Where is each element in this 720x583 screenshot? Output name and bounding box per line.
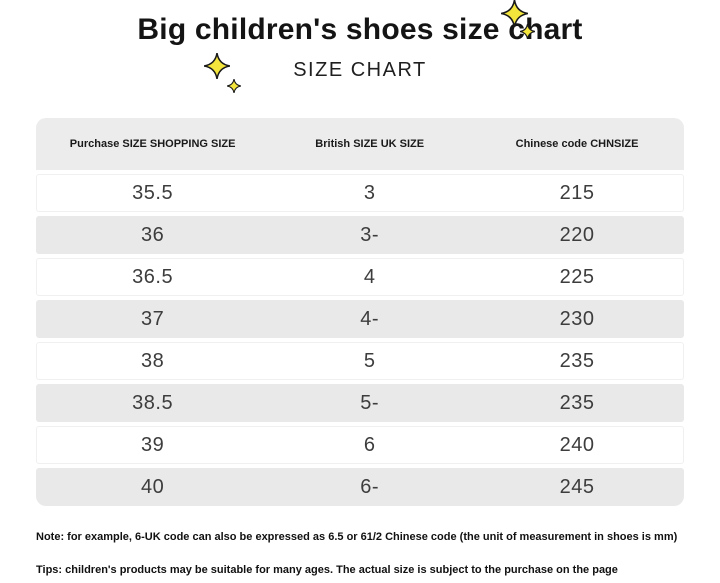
cell-chn-size: 215 [559,181,595,204]
cell-purchase-size: 36 [141,223,165,246]
cell-uk-size: 5 [363,349,376,372]
cell-chn-size: 235 [559,391,595,414]
sparkle-icon [500,0,529,28]
table-row: 38.5 5- 235 [36,384,684,422]
size-chart-table: Purchase SIZE SHOPPING SIZE British SIZE… [36,118,684,506]
column-header-uk-size: British SIZE UK SIZE [315,138,425,150]
cell-uk-size: 3- [360,223,380,246]
column-header-purchase-size: Purchase SIZE SHOPPING SIZE [69,138,236,150]
cell-purchase-size: 40 [141,475,165,498]
cell-purchase-size: 38.5 [132,391,174,414]
cell-purchase-size: 39 [141,433,165,456]
page-subtitle: SIZE CHART [293,59,427,81]
cell-uk-size: 6 [363,433,376,456]
sparkle-icon [226,78,242,94]
table-row: 36.5 4 225 [36,258,684,296]
cell-chn-size: 240 [559,433,595,456]
cell-uk-size: 4 [363,265,376,288]
table-row: 38 5 235 [36,342,684,380]
cell-uk-size: 5- [360,391,380,414]
table-row: 39 6 240 [36,426,684,464]
cell-purchase-size: 36.5 [132,265,174,288]
cell-chn-size: 220 [559,223,595,246]
cell-uk-size: 6- [360,475,380,498]
table-row: 36 3- 220 [36,216,684,254]
cell-chn-size: 230 [559,307,595,330]
tips-text: Tips: children's products may be suitabl… [36,564,618,576]
note-text: Note: for example, 6-UK code can also be… [36,531,678,543]
table-row: 40 6- 245 [36,468,684,506]
cell-chn-size: 245 [559,475,595,498]
table-body: 35.5 3 215 36 3- 220 36.5 4 225 37 4- 23… [36,170,684,506]
cell-chn-size: 225 [559,265,595,288]
cell-purchase-size: 38 [141,349,165,372]
cell-uk-size: 4- [360,307,380,330]
sparkle-icon [519,23,536,40]
sparkle-icon [203,52,231,80]
table-row: 35.5 3 215 [36,174,684,212]
column-header-chn-size: Chinese code CHNSIZE [515,138,639,150]
cell-chn-size: 235 [559,349,595,372]
table-header-row: Purchase SIZE SHOPPING SIZE British SIZE… [36,118,684,170]
cell-uk-size: 3 [363,181,376,204]
table-row: 37 4- 230 [36,300,684,338]
cell-purchase-size: 37 [141,307,165,330]
page-title: Big children's shoes size chart [137,13,583,46]
cell-purchase-size: 35.5 [132,181,174,204]
